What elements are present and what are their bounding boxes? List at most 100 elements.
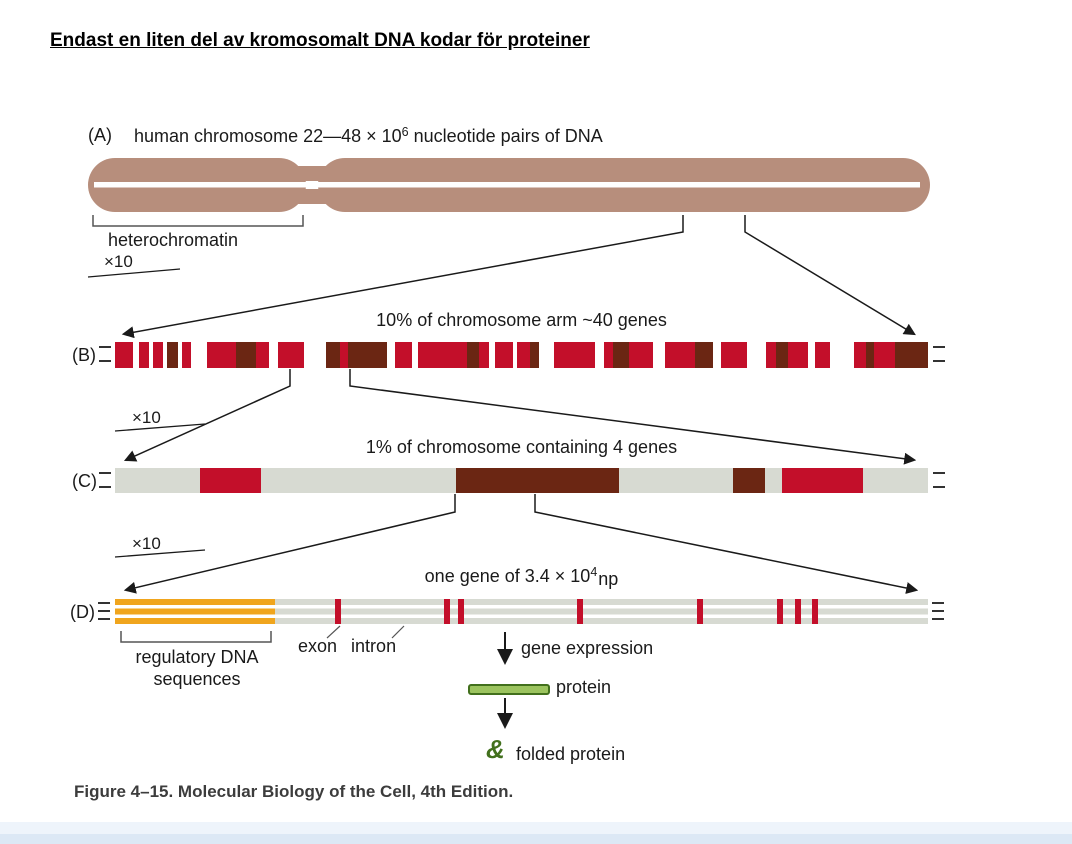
bar-segment (236, 342, 256, 368)
bar-segment (619, 468, 733, 493)
bar-segment (132, 342, 140, 368)
panel-d-caption: one gene of 3.4 × 104np (424, 565, 619, 589)
bar-segment (418, 342, 468, 368)
bar-segment (862, 468, 928, 493)
folded-protein-icon: & (486, 734, 505, 764)
exon-tick (777, 599, 784, 624)
exon-tick (811, 599, 818, 624)
bar-segment (539, 342, 554, 368)
gene-expression-label: gene expression (521, 638, 654, 658)
zoom-underline-1 (87, 268, 181, 278)
bar-segment (139, 342, 150, 368)
slide-title: Endast en liten del av kromosomalt DNA k… (50, 30, 590, 51)
bar-segment (149, 342, 154, 368)
bar-segment (553, 342, 595, 368)
bar-segment (814, 342, 830, 368)
bar-segment (304, 342, 326, 368)
bar-segment (765, 468, 782, 493)
bar-segment (874, 342, 895, 368)
bar-segment (200, 468, 262, 493)
regulatory-region-block (115, 599, 276, 624)
bar-segment (829, 342, 854, 368)
bar-segment (255, 342, 269, 368)
exon-label: exon (298, 636, 338, 656)
chromosome-1pct-bar (115, 468, 928, 493)
panel-d-label: (D) (70, 602, 95, 622)
panel-a-caption: human chromosome 22—48 × 106 nucleotide … (134, 125, 603, 146)
panel-c-label: (C) (72, 471, 97, 491)
bar-segment (190, 342, 207, 368)
protein-bar (468, 684, 550, 695)
panel-b-label: (B) (72, 345, 96, 365)
slide-footer-strip (0, 822, 1072, 844)
bar-segment (495, 342, 514, 368)
chromosome-22-graphic (88, 158, 930, 212)
regulatory-label: regulatory DNA sequences (135, 647, 259, 689)
bar-segment (456, 468, 620, 493)
bar-segment (278, 342, 305, 368)
bar-segment (488, 342, 496, 368)
exon-tick (458, 599, 465, 624)
bar-segment (387, 342, 396, 368)
bar-segment (808, 342, 815, 368)
bar-segment (162, 342, 168, 368)
bar-segment (766, 342, 776, 368)
bar-segment (167, 342, 179, 368)
panel-a-header: (A) human chromosome 22—48 × 106 nucleot… (88, 125, 603, 147)
heterochromatin-bracket (92, 215, 304, 227)
bar-segment (206, 342, 237, 368)
bar-segment (788, 342, 809, 368)
bar-segment (529, 342, 540, 368)
bar-segment (268, 342, 279, 368)
bar-segment (628, 342, 654, 368)
regulatory-bracket (120, 631, 272, 643)
panel-c-caption: 1% of chromosome containing 4 genes (365, 437, 678, 457)
bar-segment (720, 342, 747, 368)
exon-tick (697, 599, 704, 624)
bar-segment (115, 342, 133, 368)
zoom-label-3: ×10 (132, 534, 161, 553)
bar-segment (479, 342, 489, 368)
exon-intron-label: exon intron (298, 636, 396, 657)
bar-segment (467, 342, 480, 368)
bar-segment (261, 468, 457, 493)
bar-segment (517, 342, 530, 368)
exon-tick (577, 599, 584, 624)
protein-label: protein (556, 677, 612, 697)
exon-tick (443, 599, 450, 624)
zoom-label-2: ×10 (132, 408, 161, 427)
exon-tick (794, 599, 801, 624)
chromosome-arm-bar (115, 342, 928, 368)
bar-segment (604, 342, 613, 368)
heterochromatin-label: heterochromatin (108, 230, 239, 250)
panel-b-caption: 10% of chromosome arm ~40 genes (376, 310, 667, 330)
bar-segment (694, 342, 713, 368)
bar-segment (594, 342, 605, 368)
bar-segment (746, 342, 767, 368)
bar-segment (348, 342, 388, 368)
bar-segment (182, 342, 191, 368)
bar-segment (732, 468, 766, 493)
bar-segment (775, 342, 789, 368)
gene-bar (115, 599, 928, 624)
panel-a-label: (A) (88, 125, 112, 145)
bar-segment (513, 342, 518, 368)
bar-segment (115, 468, 201, 493)
bar-segment (712, 342, 721, 368)
folded-protein-label: folded protein (516, 744, 626, 764)
bar-segment (325, 342, 341, 368)
bar-segment (894, 342, 928, 368)
intron-label: intron (351, 636, 397, 656)
bar-segment (653, 342, 666, 368)
bar-segment (612, 342, 629, 368)
bar-segment (178, 342, 183, 368)
bar-segment (395, 342, 412, 368)
bar-segment (340, 342, 349, 368)
figure-caption: Figure 4–15. Molecular Biology of the Ce… (74, 782, 514, 801)
bar-segment (665, 342, 695, 368)
zoom-label-1: ×10 (104, 252, 133, 271)
bar-segment (153, 342, 163, 368)
exon-tick (334, 599, 341, 624)
bar-segment (411, 342, 419, 368)
